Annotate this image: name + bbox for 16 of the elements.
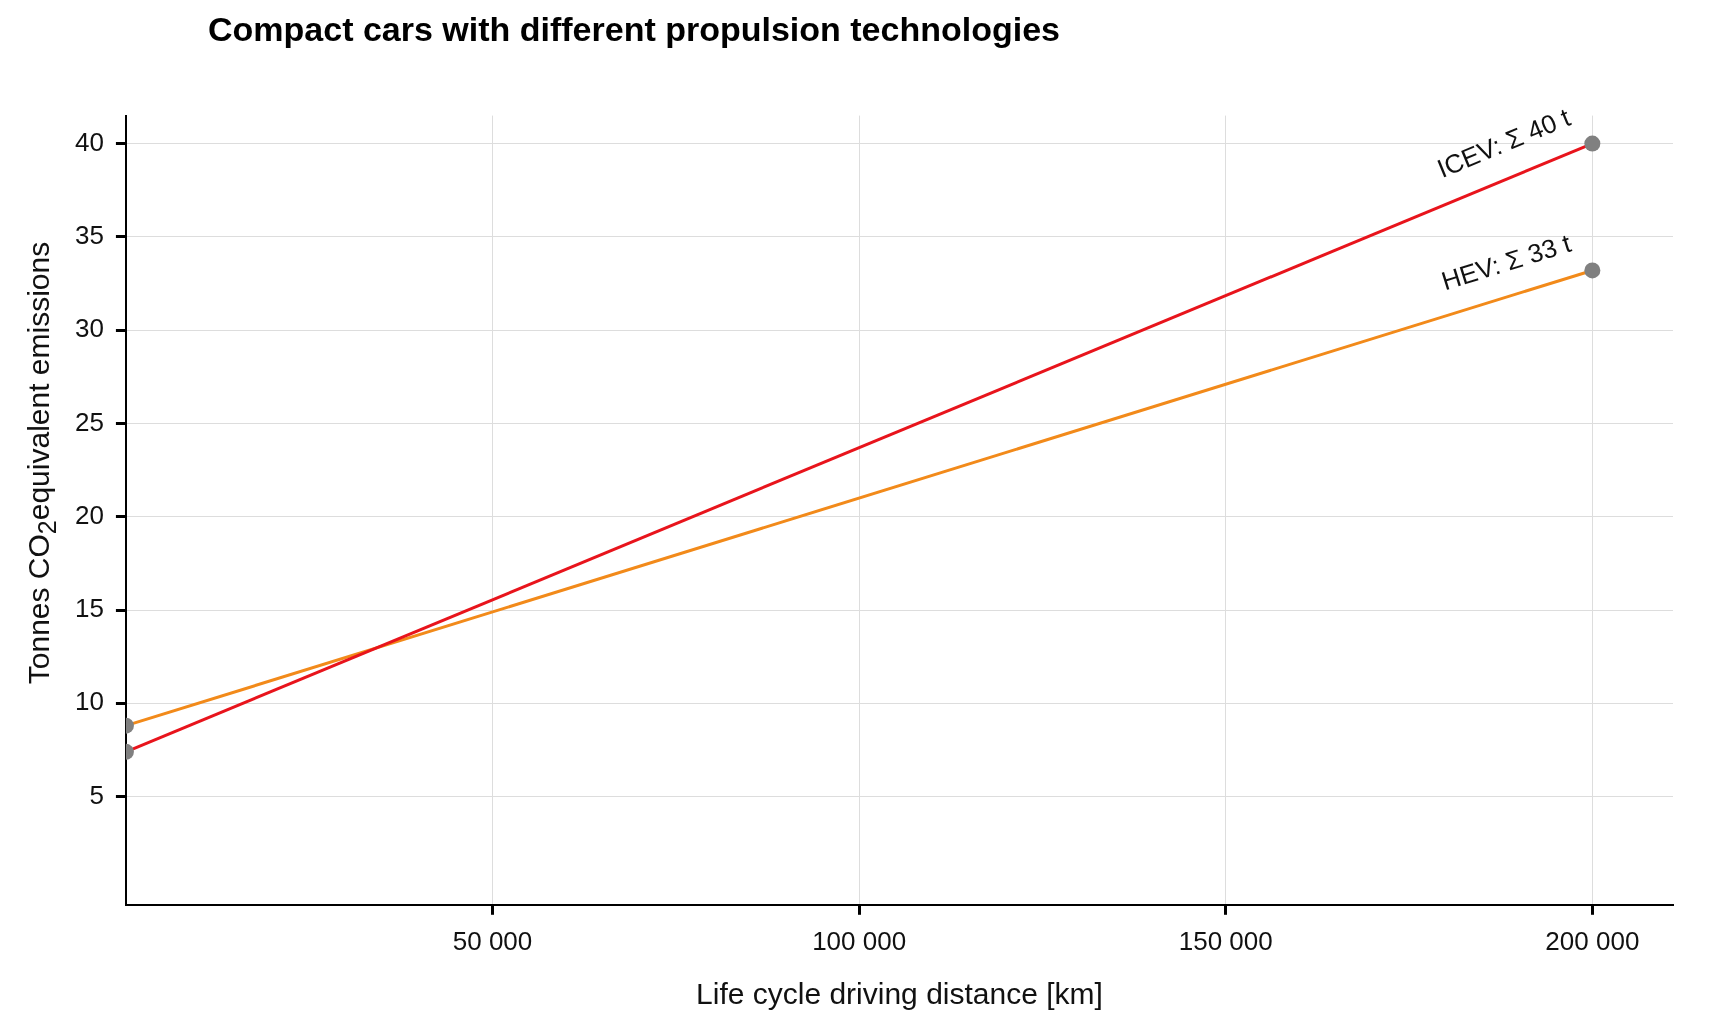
- text: HEV: Σ 33 t: [1437, 227, 1576, 297]
- chart-title: Compact cars with different propulsion technologies: [208, 10, 1060, 49]
- y-tick-label: 30: [75, 313, 104, 344]
- y-tick-label: 40: [75, 126, 104, 157]
- x-tick-label: 150 000: [1178, 925, 1273, 956]
- y-tick-label: 25: [75, 406, 104, 437]
- x-tick-label: 100 000: [812, 925, 907, 956]
- y-tick-label: 20: [75, 499, 104, 530]
- text: ICEV: Σ 40 t: [1432, 101, 1576, 184]
- y-tick-label: 5: [89, 779, 104, 810]
- y-tick-label: 35: [75, 220, 104, 251]
- x-axis-title: Life cycle driving distance [km]: [696, 977, 1103, 1011]
- y-tick-label: 10: [75, 686, 104, 717]
- x-tick-label: 50 000: [452, 925, 533, 956]
- y-tick-label: 15: [75, 593, 104, 624]
- x-tick-label: 200 000: [1545, 925, 1640, 956]
